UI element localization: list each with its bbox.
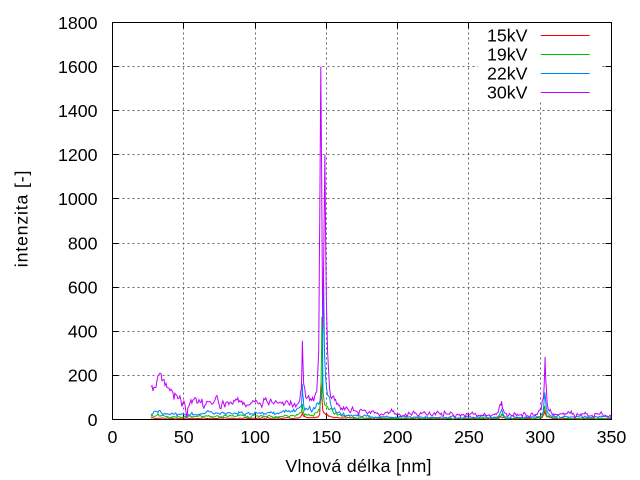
svg-text:1600: 1600: [58, 57, 98, 77]
svg-text:600: 600: [68, 278, 98, 298]
svg-text:400: 400: [68, 322, 98, 342]
svg-text:intenzita [-]: intenzita [-]: [12, 170, 32, 267]
svg-text:300: 300: [525, 427, 555, 447]
svg-text:100: 100: [240, 427, 270, 447]
svg-text:30kV: 30kV: [487, 83, 528, 103]
svg-text:800: 800: [68, 233, 98, 253]
svg-text:0: 0: [108, 427, 118, 447]
svg-text:15kV: 15kV: [487, 26, 528, 46]
svg-text:19kV: 19kV: [487, 45, 528, 65]
svg-text:1800: 1800: [58, 13, 98, 33]
svg-text:250: 250: [454, 427, 484, 447]
svg-text:50: 50: [174, 427, 194, 447]
svg-text:350: 350: [597, 427, 627, 447]
svg-text:200: 200: [68, 366, 98, 386]
svg-text:1200: 1200: [58, 145, 98, 165]
svg-text:0: 0: [88, 410, 98, 430]
svg-text:Vlnová délka [nm]: Vlnová délka [nm]: [285, 456, 431, 476]
svg-text:1400: 1400: [58, 101, 98, 121]
svg-text:200: 200: [383, 427, 413, 447]
svg-text:1000: 1000: [58, 189, 98, 209]
svg-text:22kV: 22kV: [487, 64, 528, 84]
svg-text:150: 150: [312, 427, 342, 447]
